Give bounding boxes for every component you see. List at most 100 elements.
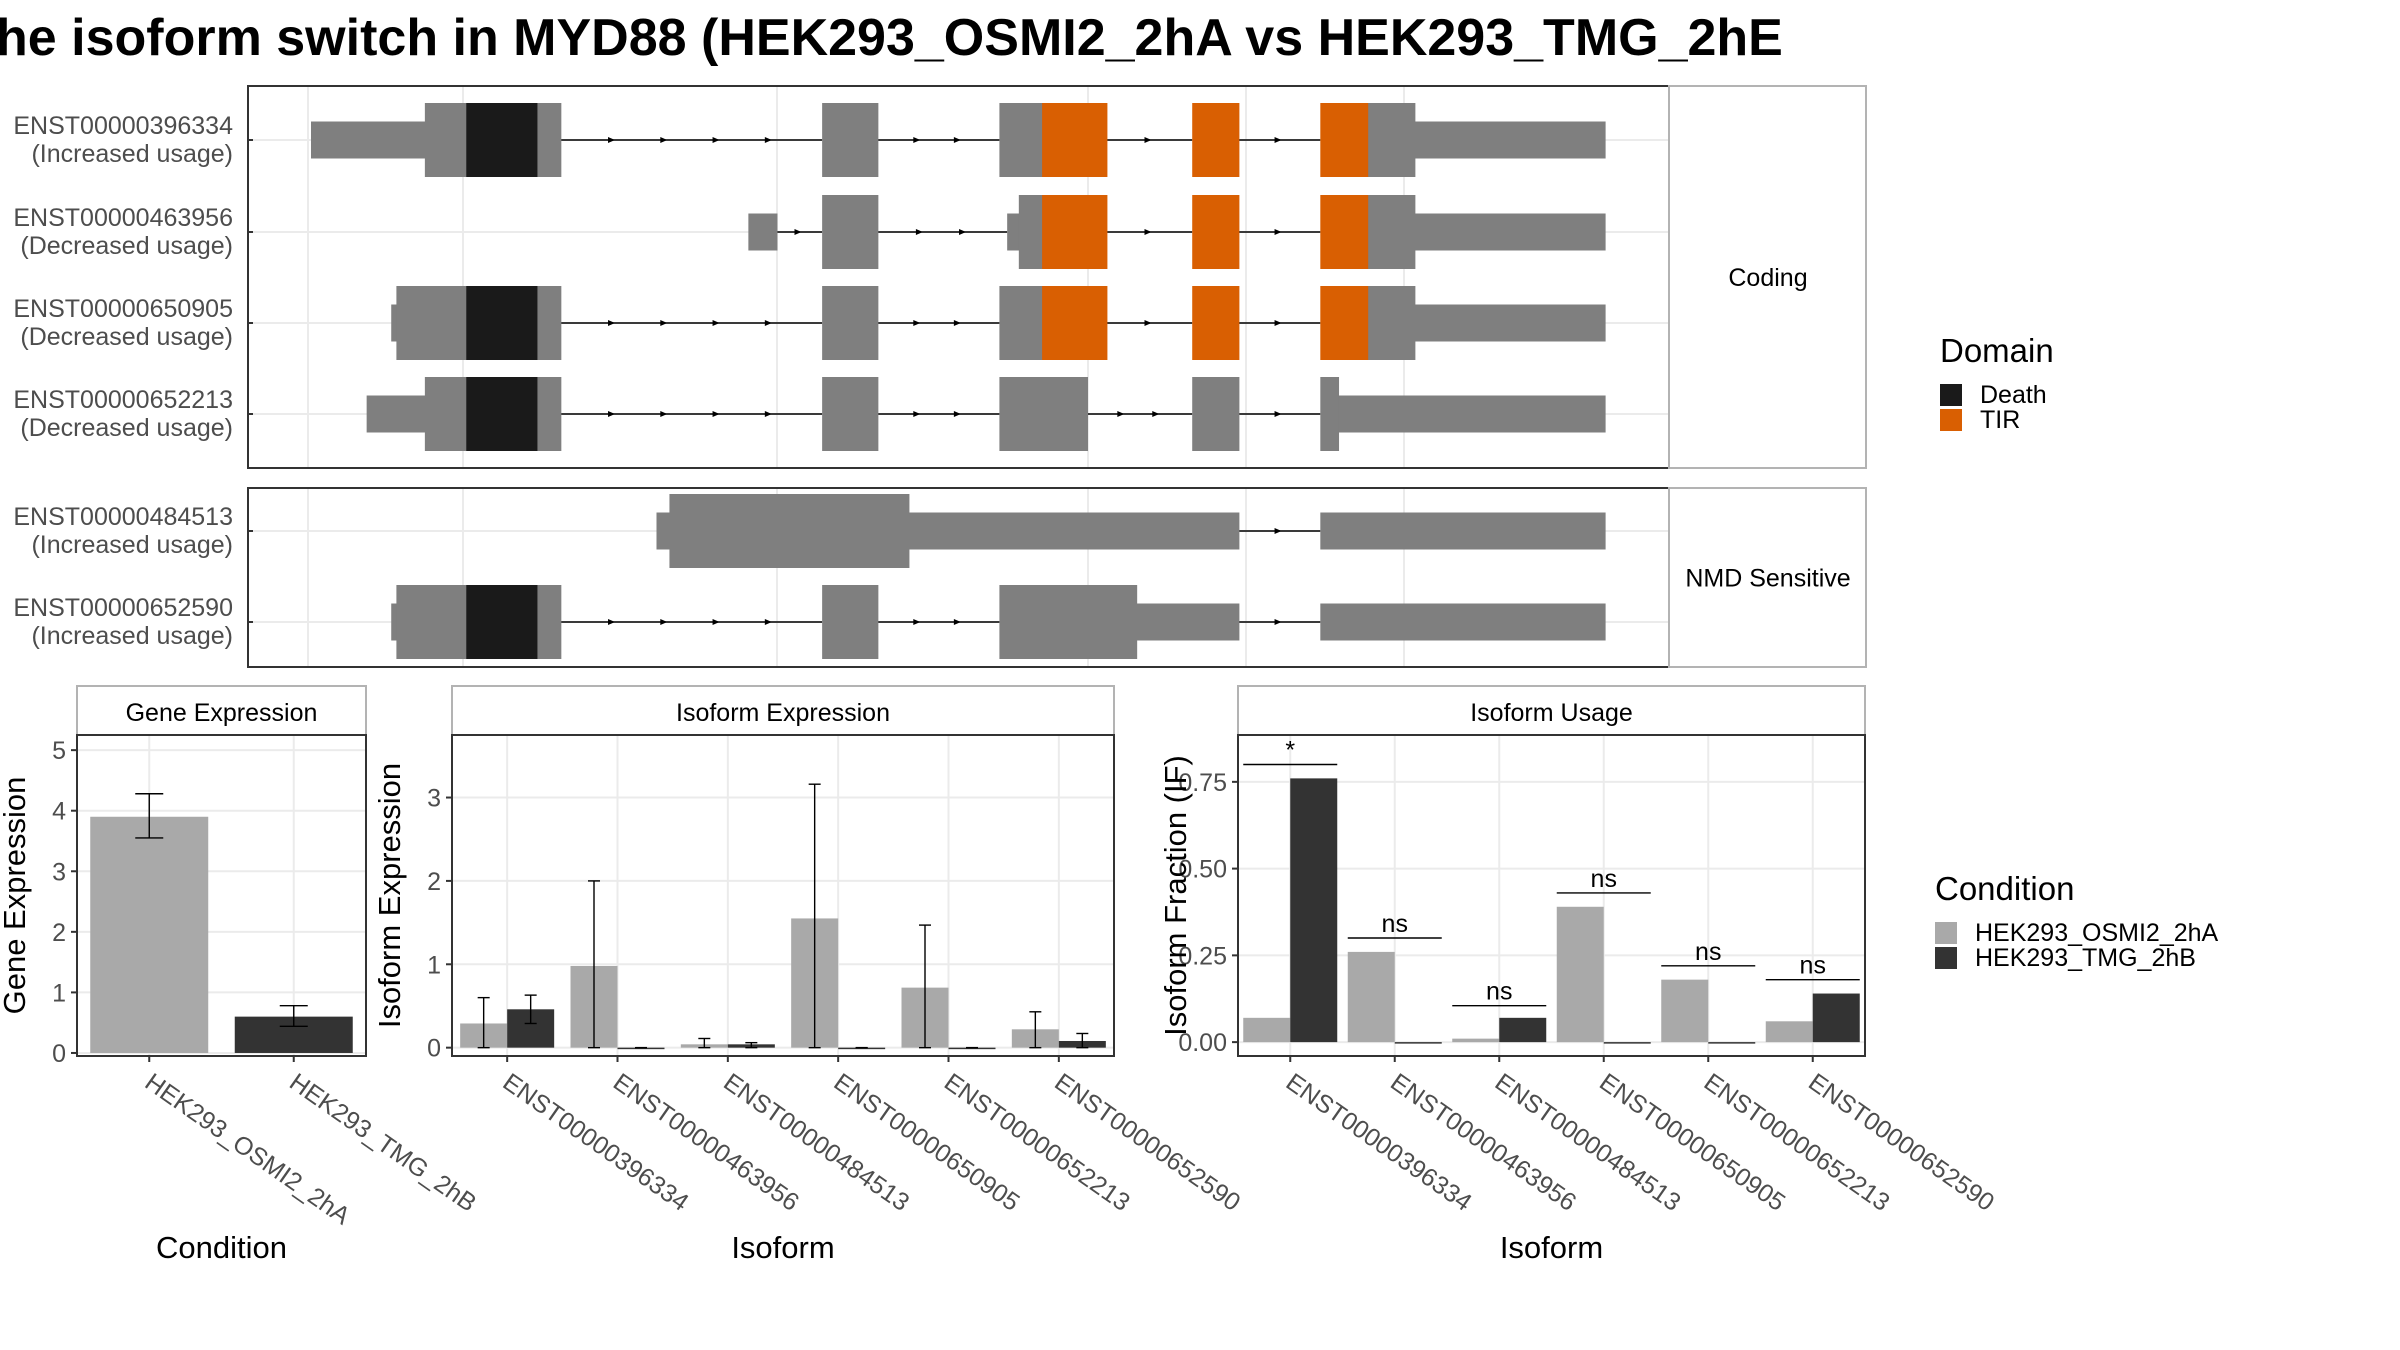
intron-arrow bbox=[608, 411, 616, 417]
intron-arrow bbox=[794, 229, 802, 235]
domain-legend-key bbox=[1940, 384, 1962, 406]
intron-arrow bbox=[1274, 137, 1282, 143]
bar bbox=[1499, 1017, 1547, 1043]
utr-exon bbox=[656, 512, 671, 550]
bar-panel-title: Gene Expression bbox=[126, 699, 318, 727]
x-tick-label: ENST00000652590 bbox=[1049, 1068, 1245, 1217]
coding-exon bbox=[537, 286, 562, 360]
x-tick-label: ENST00000463956 bbox=[1385, 1068, 1581, 1217]
intron-arrow bbox=[660, 619, 668, 625]
bar-panel-title: Isoform Usage bbox=[1470, 699, 1633, 727]
y-axis-title: Gene Expression bbox=[0, 777, 32, 1015]
coding-exon bbox=[537, 103, 562, 177]
intron-arrow bbox=[953, 320, 961, 326]
condition-legend-key bbox=[1935, 922, 1957, 944]
coding-exon bbox=[537, 377, 562, 451]
intron-arrow bbox=[915, 229, 923, 235]
x-axis-title: Isoform bbox=[731, 1230, 834, 1265]
bar-panel-strip bbox=[451, 685, 1115, 736]
bar bbox=[1556, 906, 1604, 1043]
significance-label: ns bbox=[1800, 952, 1826, 980]
transcript-id-label: ENST00000650905 bbox=[13, 295, 233, 323]
coding-exon bbox=[822, 585, 879, 659]
tir-domain-exon bbox=[1320, 195, 1369, 269]
significance-label: ns bbox=[1382, 910, 1408, 938]
coding-exon bbox=[822, 103, 879, 177]
intron-arrow bbox=[913, 411, 921, 417]
x-tick-label: ENST00000652590 bbox=[1803, 1068, 1999, 1217]
coding-exon bbox=[424, 377, 467, 451]
bar bbox=[1708, 1042, 1756, 1044]
condition-legend-label: HEK293_OSMI2_2hA bbox=[1975, 919, 2219, 947]
intron-arrow bbox=[1117, 411, 1125, 417]
bar bbox=[1812, 993, 1860, 1043]
transcript-usage-label: (Decreased usage) bbox=[20, 323, 233, 351]
tir-domain-exon bbox=[1192, 103, 1240, 177]
y-tick-label: 3 bbox=[52, 858, 66, 886]
utr-exon bbox=[1414, 304, 1606, 342]
y-tick-label: 4 bbox=[52, 798, 66, 826]
x-tick-label: ENST00000396334 bbox=[498, 1068, 694, 1217]
coding-exon bbox=[999, 286, 1043, 360]
y-tick-label: 0.75 bbox=[1178, 769, 1227, 797]
intron-arrow bbox=[712, 619, 720, 625]
bar-panel-border bbox=[1237, 734, 1866, 1057]
coding-exon bbox=[822, 195, 879, 269]
coding-exon bbox=[1368, 286, 1416, 360]
bar-panel-strip bbox=[1237, 685, 1866, 736]
intron-arrow bbox=[764, 320, 772, 326]
panel-strip bbox=[1668, 487, 1867, 668]
panel-strip-label: Coding bbox=[1728, 264, 1807, 292]
coding-exon bbox=[396, 286, 467, 360]
coding-exon bbox=[396, 585, 467, 659]
utr-exon bbox=[1007, 213, 1020, 251]
intron-arrow bbox=[764, 411, 772, 417]
transcript-id-label: ENST00000396334 bbox=[13, 112, 233, 140]
coding-exon bbox=[424, 103, 467, 177]
condition-legend-title: Condition bbox=[1935, 870, 2074, 907]
bar bbox=[1661, 979, 1709, 1043]
bar-chart-panels: Gene Expression012345HEK293_OSMI2_2hAHEK… bbox=[0, 685, 1999, 1265]
y-tick-label: 0 bbox=[52, 1040, 66, 1068]
transcript-id-label: ENST00000652590 bbox=[13, 594, 233, 622]
x-tick-label: ENST00000652213 bbox=[1699, 1068, 1895, 1217]
significance-label: ns bbox=[1695, 938, 1721, 966]
y-tick-label: 3 bbox=[427, 785, 441, 813]
intron-arrow bbox=[913, 320, 921, 326]
figure-title: he isoform switch in MYD88 (HEK293_OSMI2… bbox=[0, 9, 1783, 67]
coding-exon bbox=[1368, 195, 1416, 269]
coding-exon bbox=[999, 585, 1138, 659]
coding-exon bbox=[822, 377, 879, 451]
bar bbox=[838, 1047, 886, 1050]
bar-panel-strip bbox=[76, 685, 367, 736]
utr-exon bbox=[748, 213, 778, 251]
y-tick-label: 1 bbox=[52, 979, 66, 1007]
bar-panel-title: Isoform Expression bbox=[676, 699, 890, 727]
intron-arrow bbox=[959, 229, 967, 235]
utr-exon bbox=[1320, 512, 1606, 550]
utr-exon bbox=[311, 121, 426, 159]
death-domain-exon bbox=[466, 286, 539, 360]
transcript-id-label: ENST00000652213 bbox=[13, 386, 233, 414]
x-tick-label: ENST00000650905 bbox=[1594, 1068, 1790, 1217]
y-tick-label: 2 bbox=[52, 919, 66, 947]
utr-exon bbox=[1338, 395, 1606, 433]
intron-arrow bbox=[1144, 320, 1152, 326]
utr-exon bbox=[391, 304, 398, 342]
intron-arrow bbox=[608, 320, 616, 326]
intron-arrow bbox=[953, 411, 961, 417]
intron-arrow bbox=[913, 619, 921, 625]
x-tick-label: ENST00000463956 bbox=[608, 1068, 804, 1217]
intron-arrow bbox=[953, 137, 961, 143]
tir-domain-exon bbox=[1192, 286, 1240, 360]
x-tick-label: ENST00000650905 bbox=[829, 1068, 1025, 1217]
utr-exon bbox=[1320, 603, 1606, 641]
bar bbox=[1347, 951, 1395, 1043]
coding-exon bbox=[1368, 103, 1416, 177]
y-tick-label: 0.50 bbox=[1178, 856, 1227, 884]
transcript-usage-label: (Increased usage) bbox=[31, 622, 233, 650]
tir-domain-exon bbox=[1042, 103, 1108, 177]
transcript-usage-label: (Increased usage) bbox=[31, 531, 233, 559]
